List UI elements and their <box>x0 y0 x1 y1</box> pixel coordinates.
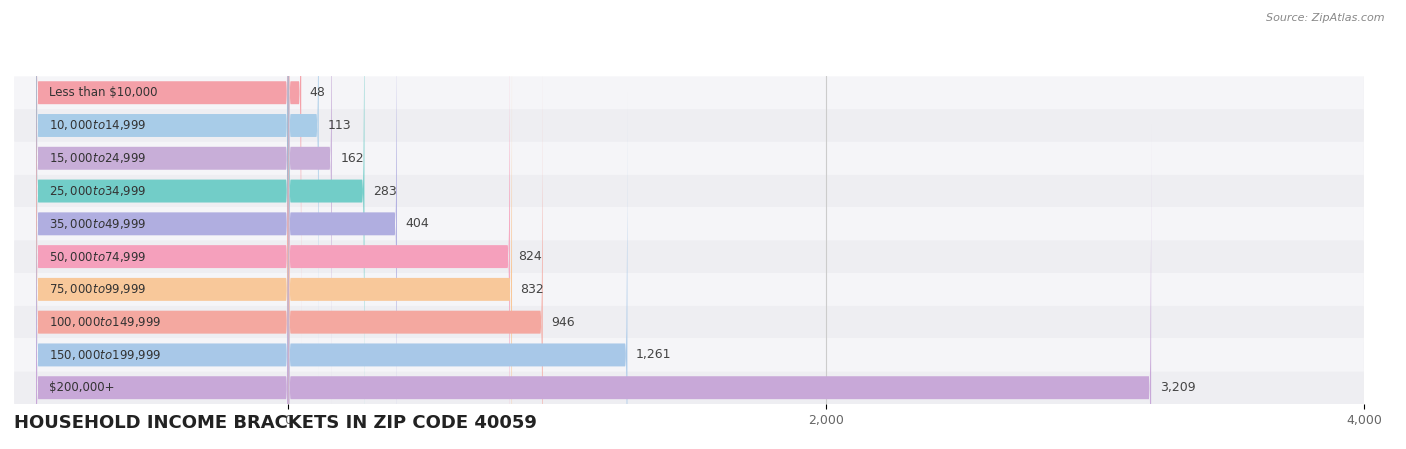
FancyBboxPatch shape <box>37 0 288 449</box>
Text: $50,000 to $74,999: $50,000 to $74,999 <box>49 250 146 264</box>
Text: $25,000 to $34,999: $25,000 to $34,999 <box>49 184 146 198</box>
FancyBboxPatch shape <box>37 0 288 389</box>
FancyBboxPatch shape <box>14 306 1364 339</box>
Text: 946: 946 <box>551 316 575 329</box>
FancyBboxPatch shape <box>14 339 1364 371</box>
FancyBboxPatch shape <box>288 0 510 449</box>
FancyBboxPatch shape <box>14 142 1364 175</box>
FancyBboxPatch shape <box>37 0 288 422</box>
FancyBboxPatch shape <box>288 0 332 422</box>
Text: $200,000+: $200,000+ <box>49 381 114 394</box>
FancyBboxPatch shape <box>37 0 288 357</box>
Text: $75,000 to $99,999: $75,000 to $99,999 <box>49 282 146 296</box>
FancyBboxPatch shape <box>14 207 1364 240</box>
Text: 404: 404 <box>405 217 429 230</box>
FancyBboxPatch shape <box>14 109 1364 142</box>
Text: 48: 48 <box>309 86 326 99</box>
Text: $10,000 to $14,999: $10,000 to $14,999 <box>49 119 146 132</box>
FancyBboxPatch shape <box>37 58 288 449</box>
FancyBboxPatch shape <box>37 0 288 449</box>
FancyBboxPatch shape <box>14 175 1364 207</box>
FancyBboxPatch shape <box>37 124 288 449</box>
Text: 283: 283 <box>373 185 396 198</box>
Text: 824: 824 <box>519 250 543 263</box>
Text: $15,000 to $24,999: $15,000 to $24,999 <box>49 151 146 165</box>
Text: $150,000 to $199,999: $150,000 to $199,999 <box>49 348 162 362</box>
FancyBboxPatch shape <box>288 0 396 449</box>
Text: Less than $10,000: Less than $10,000 <box>49 86 157 99</box>
FancyBboxPatch shape <box>14 371 1364 404</box>
FancyBboxPatch shape <box>288 58 543 449</box>
Text: $100,000 to $149,999: $100,000 to $149,999 <box>49 315 162 329</box>
Text: HOUSEHOLD INCOME BRACKETS IN ZIP CODE 40059: HOUSEHOLD INCOME BRACKETS IN ZIP CODE 40… <box>14 414 537 432</box>
FancyBboxPatch shape <box>288 0 301 357</box>
Text: 3,209: 3,209 <box>1160 381 1195 394</box>
FancyBboxPatch shape <box>37 26 288 449</box>
Text: 1,261: 1,261 <box>636 348 672 361</box>
FancyBboxPatch shape <box>14 273 1364 306</box>
Text: $35,000 to $49,999: $35,000 to $49,999 <box>49 217 146 231</box>
Text: Source: ZipAtlas.com: Source: ZipAtlas.com <box>1267 13 1385 23</box>
FancyBboxPatch shape <box>288 26 512 449</box>
Text: 832: 832 <box>520 283 544 296</box>
Text: 162: 162 <box>340 152 364 165</box>
FancyBboxPatch shape <box>288 0 364 449</box>
FancyBboxPatch shape <box>14 240 1364 273</box>
FancyBboxPatch shape <box>37 0 288 449</box>
FancyBboxPatch shape <box>288 124 1152 449</box>
FancyBboxPatch shape <box>288 91 627 449</box>
FancyBboxPatch shape <box>14 76 1364 109</box>
Text: 113: 113 <box>328 119 352 132</box>
FancyBboxPatch shape <box>288 0 319 389</box>
FancyBboxPatch shape <box>37 91 288 449</box>
